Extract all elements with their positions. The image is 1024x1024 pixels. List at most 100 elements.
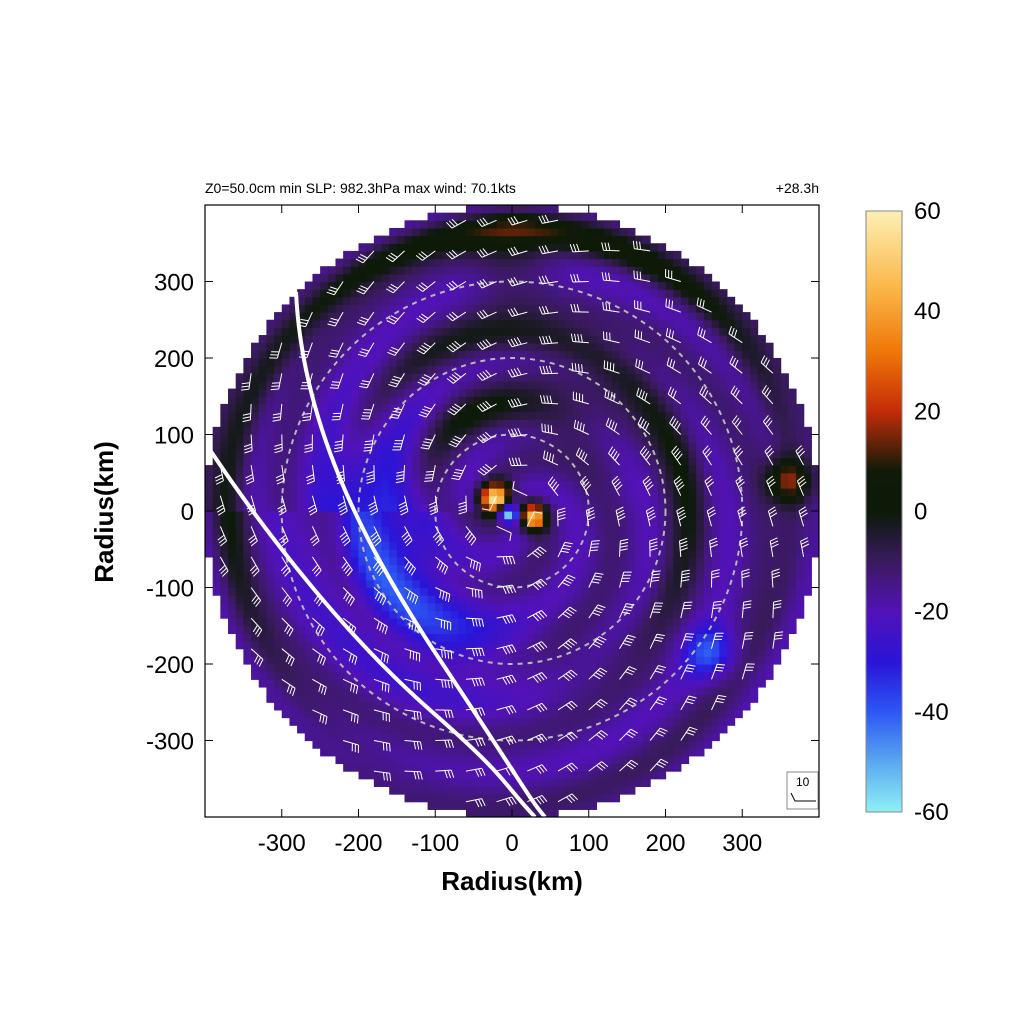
field-cell [488, 472, 498, 481]
field-cell [604, 518, 613, 527]
field-cell [297, 396, 306, 405]
field-cell [581, 411, 590, 420]
field-cell [696, 725, 705, 734]
field-cell [435, 365, 444, 374]
field-cell [688, 686, 697, 696]
field-cell [396, 380, 406, 390]
field-cell [688, 465, 697, 474]
field-cell [450, 794, 459, 803]
field-cell [442, 709, 452, 719]
field-cell [657, 533, 667, 543]
field-cell [327, 526, 337, 535]
field-cell [412, 227, 421, 237]
field-cell [765, 572, 774, 581]
field-cell [634, 373, 644, 382]
field-cell [680, 388, 690, 397]
field-cell [711, 365, 720, 374]
field-cell [696, 572, 705, 581]
field-cell [235, 595, 244, 604]
field-cell [588, 373, 598, 382]
field-cell [435, 686, 444, 696]
field-cell [442, 579, 452, 589]
field-cell [734, 633, 743, 642]
field-cell [496, 656, 505, 665]
field-cell [650, 717, 659, 726]
field-cell [458, 495, 467, 504]
field-cell [535, 227, 544, 237]
field-cell [742, 579, 751, 589]
field-cell [604, 786, 613, 795]
field-cell [289, 549, 298, 558]
field-cell [320, 671, 329, 680]
field-cell [650, 495, 659, 504]
field-cell [565, 373, 574, 382]
field-cell [297, 579, 306, 589]
field-cell [627, 465, 636, 474]
field-cell [450, 426, 459, 436]
field-cell [435, 350, 444, 359]
field-cell [688, 480, 697, 489]
field-cell [512, 212, 521, 221]
field-cell [435, 709, 444, 719]
field-cell [657, 495, 667, 504]
field-cell [435, 296, 444, 306]
field-cell [389, 358, 398, 367]
field-cell [581, 595, 590, 604]
field-cell [235, 587, 244, 596]
field-cell [604, 403, 613, 413]
field-cell [450, 312, 459, 321]
field-cell [412, 717, 421, 726]
field-cell [696, 358, 705, 367]
field-cell [634, 572, 644, 581]
field-cell [251, 610, 260, 619]
field-cell [396, 556, 406, 566]
field-cell [458, 380, 467, 390]
field-cell [251, 365, 260, 374]
field-cell [473, 725, 482, 734]
field-cell [458, 656, 467, 665]
field-cell [657, 273, 667, 283]
field-cell [450, 549, 459, 558]
field-cell [788, 595, 797, 604]
field-cell [442, 732, 452, 742]
field-cell [757, 480, 766, 489]
field-cell [366, 342, 375, 351]
field-cell [389, 472, 398, 481]
field-cell [435, 273, 444, 283]
field-cell [251, 426, 260, 436]
field-cell [504, 771, 513, 780]
field-cell [657, 312, 667, 321]
field-cell [504, 273, 513, 283]
field-cell [281, 426, 291, 436]
field-cell [596, 564, 605, 573]
field-cell [381, 304, 390, 313]
field-cell [519, 587, 528, 596]
field-cell [512, 358, 521, 367]
field-cell [542, 610, 551, 619]
field-cell [389, 625, 398, 634]
field-cell [304, 403, 314, 413]
field-cell [389, 480, 398, 489]
field-cell [404, 304, 413, 313]
field-cell [289, 319, 298, 328]
field-cell [573, 434, 582, 443]
field-cell [558, 602, 567, 612]
field-cell [442, 641, 452, 650]
field-cell [657, 342, 667, 351]
field-cell [527, 480, 536, 489]
field-cell [665, 679, 674, 688]
field-cell [419, 396, 429, 405]
field-cell [381, 526, 390, 535]
field-cell [281, 434, 291, 443]
field-cell [703, 526, 713, 535]
field-cell [734, 350, 743, 359]
field-cell [450, 786, 459, 795]
field-cell [550, 511, 559, 520]
field-cell [573, 740, 582, 749]
field-cell [711, 686, 720, 696]
field-cell [512, 465, 521, 474]
field-cell [450, 273, 459, 283]
field-cell [519, 319, 528, 328]
field-cell [343, 342, 352, 351]
field-cell [535, 380, 544, 390]
